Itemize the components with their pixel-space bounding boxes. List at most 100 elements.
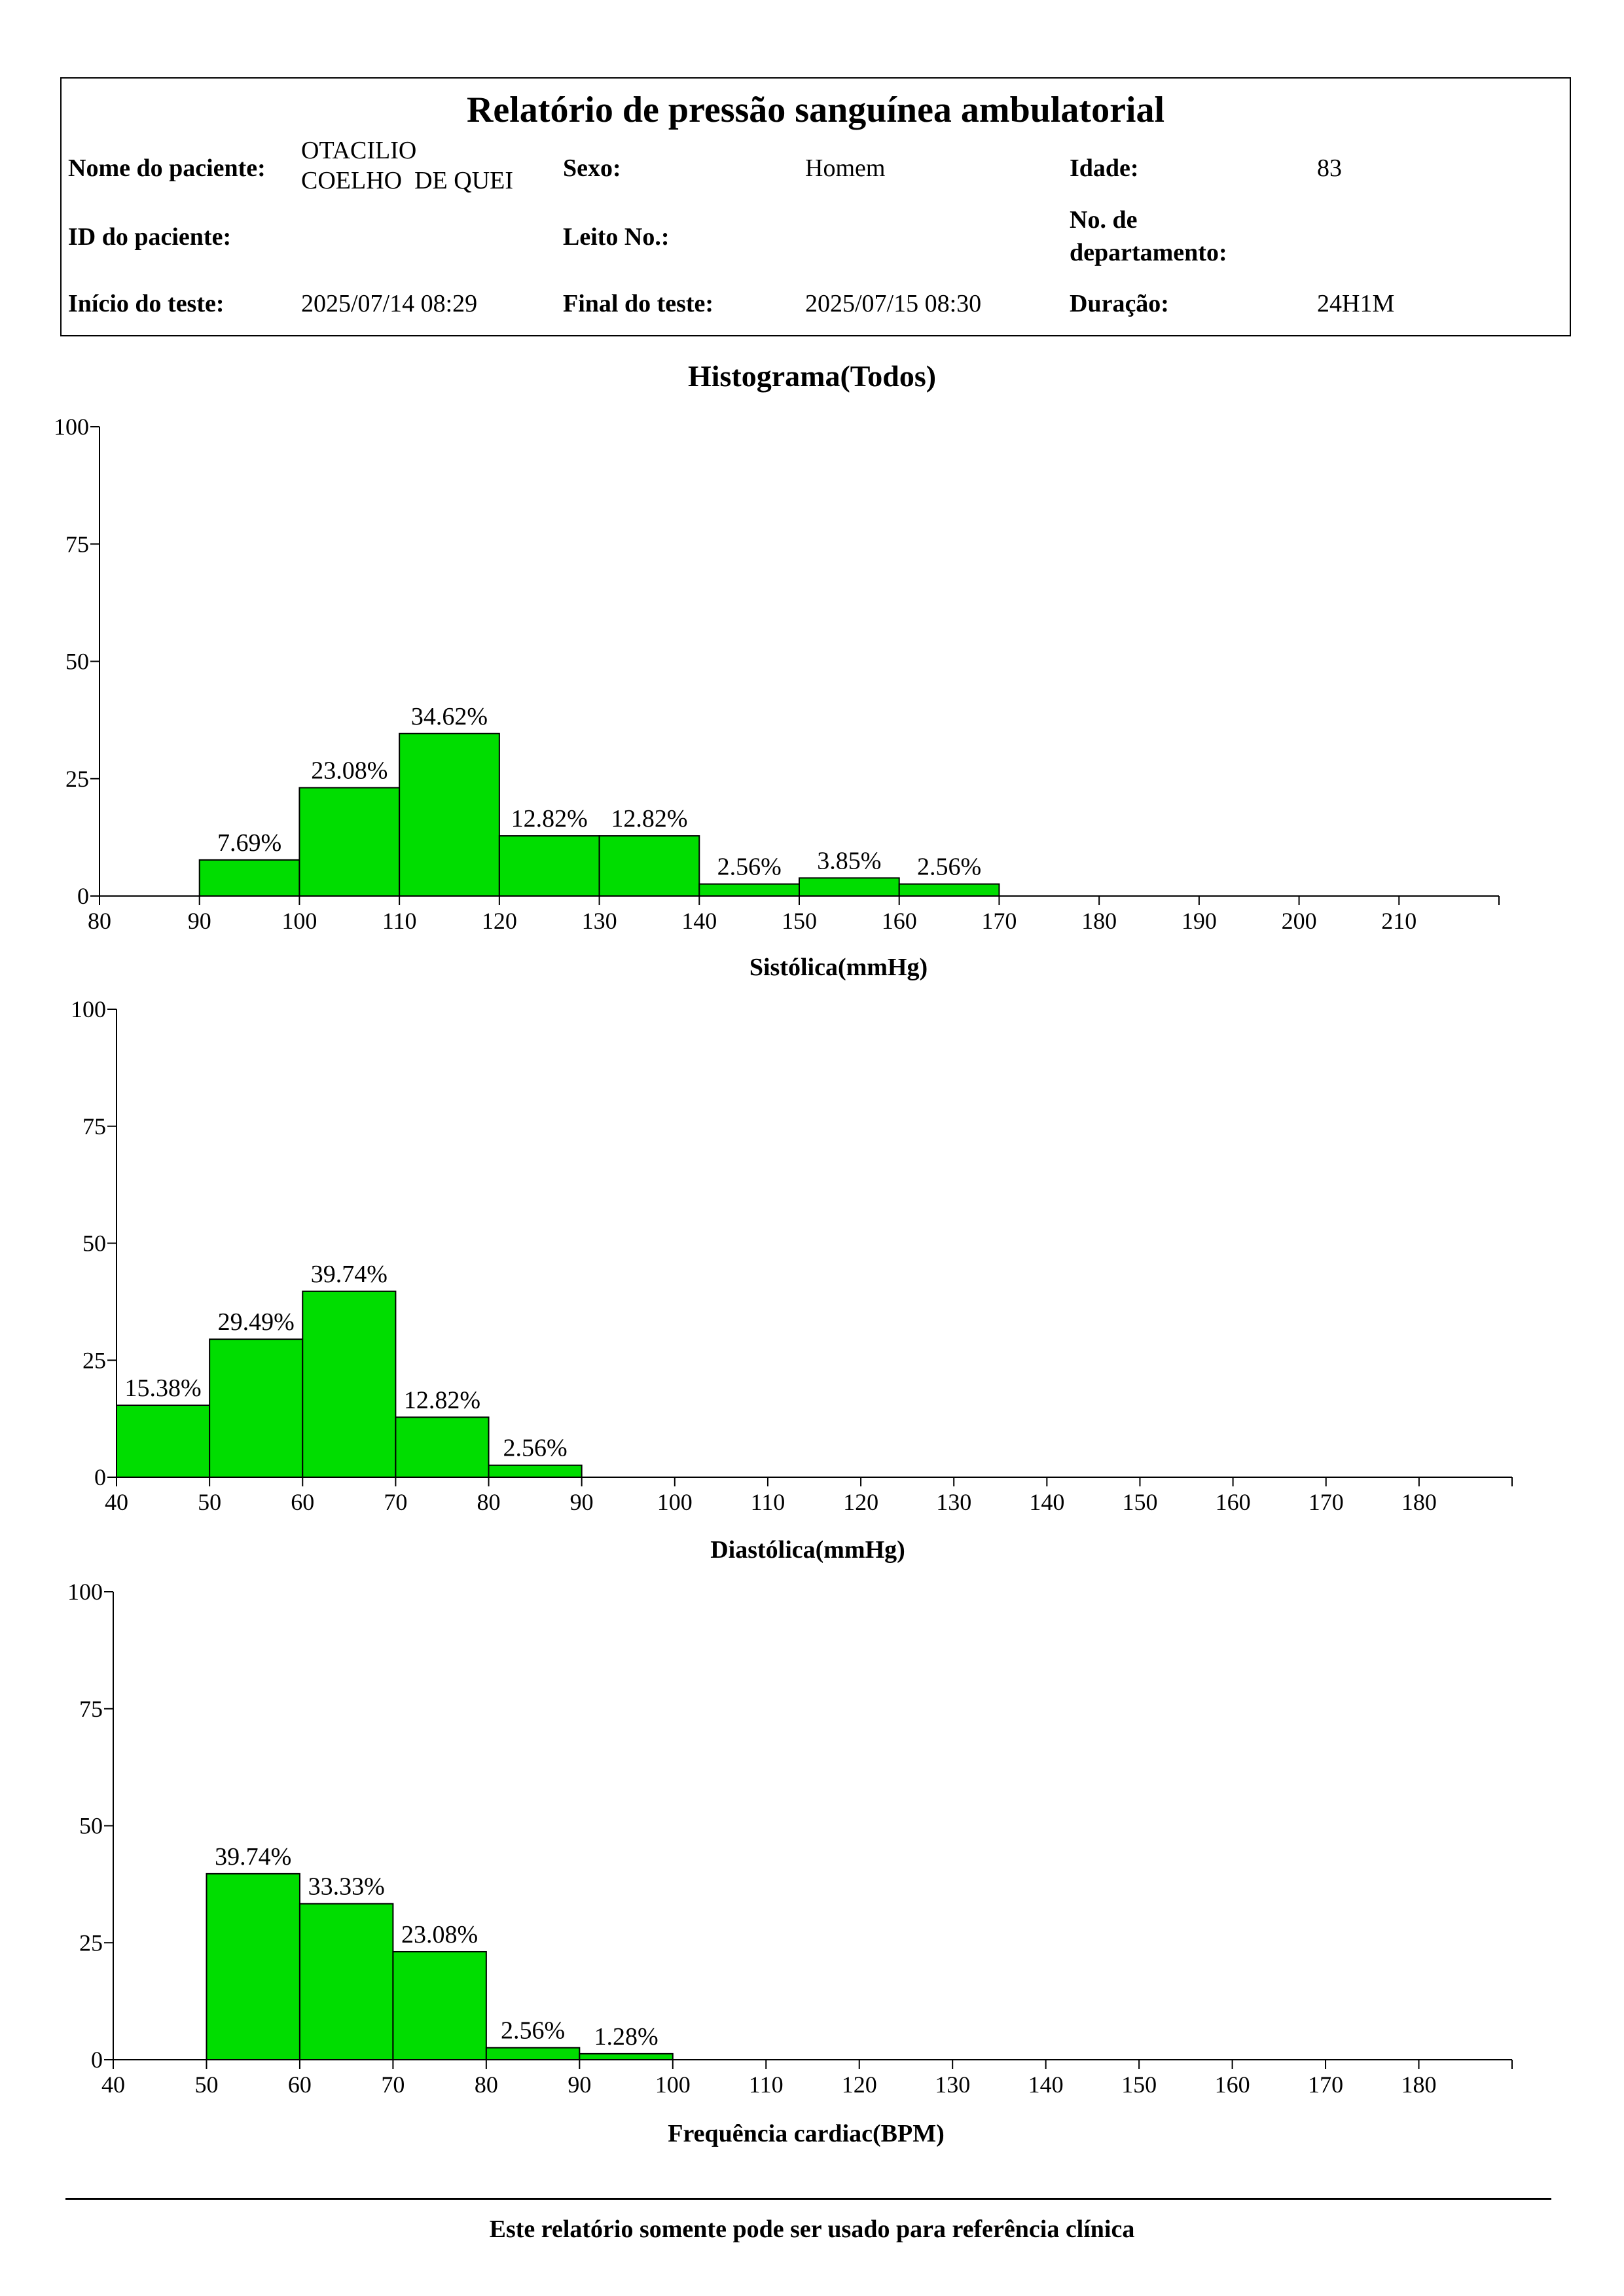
heart-rate-bar-label: 39.74% bbox=[215, 1843, 291, 1871]
heart-rate-x-tick-label: 90 bbox=[568, 2072, 591, 2098]
heart-rate-bar bbox=[485, 2047, 581, 2061]
age-label: Idade: bbox=[1070, 154, 1139, 182]
diastolic-bar bbox=[209, 1338, 304, 1478]
heart-rate-bar-label: 1.28% bbox=[594, 2023, 658, 2051]
heart-rate-y-tick-label: 0 bbox=[91, 2047, 103, 2073]
heart-rate-x-tick-label: 150 bbox=[1121, 2072, 1157, 2098]
diastolic-y-tick-label: 75 bbox=[82, 1113, 106, 1139]
diastolic-bar bbox=[116, 1405, 211, 1478]
systolic-x-tick-label: 160 bbox=[882, 908, 917, 934]
diastolic-bar-label: 2.56% bbox=[503, 1435, 568, 1462]
diastolic-y-tick-label: 0 bbox=[94, 1464, 106, 1490]
bed-label: Leito No.: bbox=[563, 223, 670, 251]
diastolic-y-tick-label: 100 bbox=[71, 996, 106, 1022]
systolic-x-tick-label: 210 bbox=[1381, 908, 1416, 934]
sex-label: Sexo: bbox=[563, 154, 621, 182]
systolic-bar bbox=[498, 835, 600, 897]
systolic-bar-label: 34.62% bbox=[411, 703, 488, 730]
heart-rate-x-tick-label: 160 bbox=[1215, 2072, 1250, 2098]
duration-label: Duração: bbox=[1070, 290, 1169, 317]
heart-rate-x-tick-label: 180 bbox=[1401, 2072, 1437, 2098]
test-end-label: Final do teste: bbox=[563, 290, 714, 317]
heart-rate-bar bbox=[206, 1873, 300, 2060]
diastolic-x-tick-label: 130 bbox=[936, 1489, 971, 1515]
heart-rate-x-tick-label: 110 bbox=[749, 2072, 784, 2098]
systolic-x-tick-label: 120 bbox=[482, 908, 517, 934]
diastolic-x-tick-label: 180 bbox=[1401, 1489, 1437, 1515]
diastolic-x-axis-label: Diastólica(mmHg) bbox=[710, 1536, 905, 1564]
systolic-bar-label: 2.56% bbox=[917, 853, 981, 881]
diastolic-bar bbox=[302, 1290, 397, 1478]
department-label-line-2: departamento: bbox=[1070, 239, 1227, 266]
systolic-bar-label: 7.69% bbox=[217, 829, 281, 857]
systolic-bar bbox=[198, 859, 300, 897]
footer-divider bbox=[65, 2198, 1551, 2200]
sex-value: Homem bbox=[805, 154, 886, 182]
systolic-bar bbox=[399, 732, 500, 897]
diastolic-x-tick-label: 80 bbox=[477, 1489, 501, 1515]
test-start-value: 2025/07/14 08:29 bbox=[301, 290, 478, 317]
heart-rate-bar-label: 2.56% bbox=[501, 2017, 565, 2045]
diastolic-bar-label: 12.82% bbox=[404, 1386, 480, 1414]
systolic-bar-label: 23.08% bbox=[311, 757, 388, 785]
systolic-x-tick-label: 200 bbox=[1282, 908, 1317, 934]
diastolic-y-tick-label: 25 bbox=[82, 1347, 106, 1373]
age-value: 83 bbox=[1317, 154, 1342, 182]
systolic-x-tick-label: 130 bbox=[582, 908, 617, 934]
systolic-x-axis-label: Sistólica(mmHg) bbox=[749, 954, 928, 981]
heart-rate-bar-label: 23.08% bbox=[401, 1921, 478, 1948]
systolic-bar bbox=[598, 835, 700, 897]
heart-rate-y-tick-label: 25 bbox=[79, 1929, 103, 1956]
systolic-bar bbox=[298, 787, 401, 897]
diastolic-x-tick-label: 70 bbox=[384, 1489, 407, 1515]
heart-rate-x-tick-label: 80 bbox=[475, 2072, 498, 2098]
heart-rate-bar bbox=[392, 1950, 487, 2061]
diastolic-x-tick-label: 110 bbox=[751, 1489, 785, 1515]
diastolic-y-tick-label: 50 bbox=[82, 1230, 106, 1257]
systolic-x-tick-label: 190 bbox=[1182, 908, 1217, 934]
report-title: Relatório de pressão sanguínea ambulator… bbox=[466, 90, 1165, 130]
systolic-x-tick-label: 80 bbox=[88, 908, 111, 934]
histogram-title: Histograma(Todos) bbox=[687, 359, 937, 393]
footer-disclaimer: Este relatório somente pode ser usado pa… bbox=[489, 2215, 1135, 2243]
systolic-bar-label: 12.82% bbox=[511, 805, 588, 833]
systolic-y-tick-label: 50 bbox=[65, 649, 89, 675]
heart-rate-y-tick-label: 50 bbox=[79, 1813, 103, 1839]
diastolic-bar bbox=[395, 1416, 490, 1478]
heart-rate-x-tick-label: 100 bbox=[655, 2072, 691, 2098]
systolic-bar bbox=[898, 883, 1000, 897]
duration-value: 24H1M bbox=[1317, 290, 1395, 317]
diastolic-x-tick-label: 50 bbox=[198, 1489, 221, 1515]
patient-name-line-2: COELHO DE QUEI bbox=[301, 167, 514, 194]
diastolic-x-tick-label: 40 bbox=[105, 1489, 128, 1515]
systolic-x-tick-label: 180 bbox=[1081, 908, 1117, 934]
heart-rate-x-tick-label: 50 bbox=[194, 2072, 218, 2098]
systolic-x-tick-label: 170 bbox=[981, 908, 1017, 934]
heart-rate-bar-label: 33.33% bbox=[308, 1873, 385, 1901]
diastolic-bar-label: 15.38% bbox=[124, 1374, 201, 1402]
systolic-x-tick-label: 110 bbox=[382, 908, 417, 934]
diastolic-x-tick-label: 160 bbox=[1216, 1489, 1251, 1515]
systolic-x-tick-label: 90 bbox=[188, 908, 211, 934]
heart-rate-x-tick-label: 70 bbox=[381, 2072, 405, 2098]
diastolic-x-tick-label: 150 bbox=[1122, 1489, 1157, 1515]
heart-rate-x-tick-label: 40 bbox=[101, 2072, 125, 2098]
diastolic-x-tick-label: 90 bbox=[570, 1489, 594, 1515]
diastolic-bar bbox=[488, 1464, 583, 1479]
diastolic-bar-label: 39.74% bbox=[311, 1261, 388, 1288]
systolic-bar-label: 2.56% bbox=[717, 853, 782, 881]
diastolic-bar-label: 29.49% bbox=[218, 1308, 295, 1336]
heart-rate-x-tick-label: 130 bbox=[935, 2072, 970, 2098]
heart-rate-x-tick-label: 60 bbox=[288, 2072, 312, 2098]
patient-name-line-1: OTACILIO bbox=[301, 137, 417, 164]
systolic-y-tick-label: 25 bbox=[65, 766, 89, 792]
patient-info-box: Relatório de pressão sanguínea ambulator… bbox=[60, 77, 1571, 336]
diastolic-x-tick-label: 170 bbox=[1308, 1489, 1344, 1515]
systolic-y-tick-label: 100 bbox=[54, 414, 89, 440]
systolic-x-tick-label: 150 bbox=[782, 908, 817, 934]
diastolic-x-tick-label: 140 bbox=[1029, 1489, 1064, 1515]
test-end-value: 2025/07/15 08:30 bbox=[805, 290, 982, 317]
